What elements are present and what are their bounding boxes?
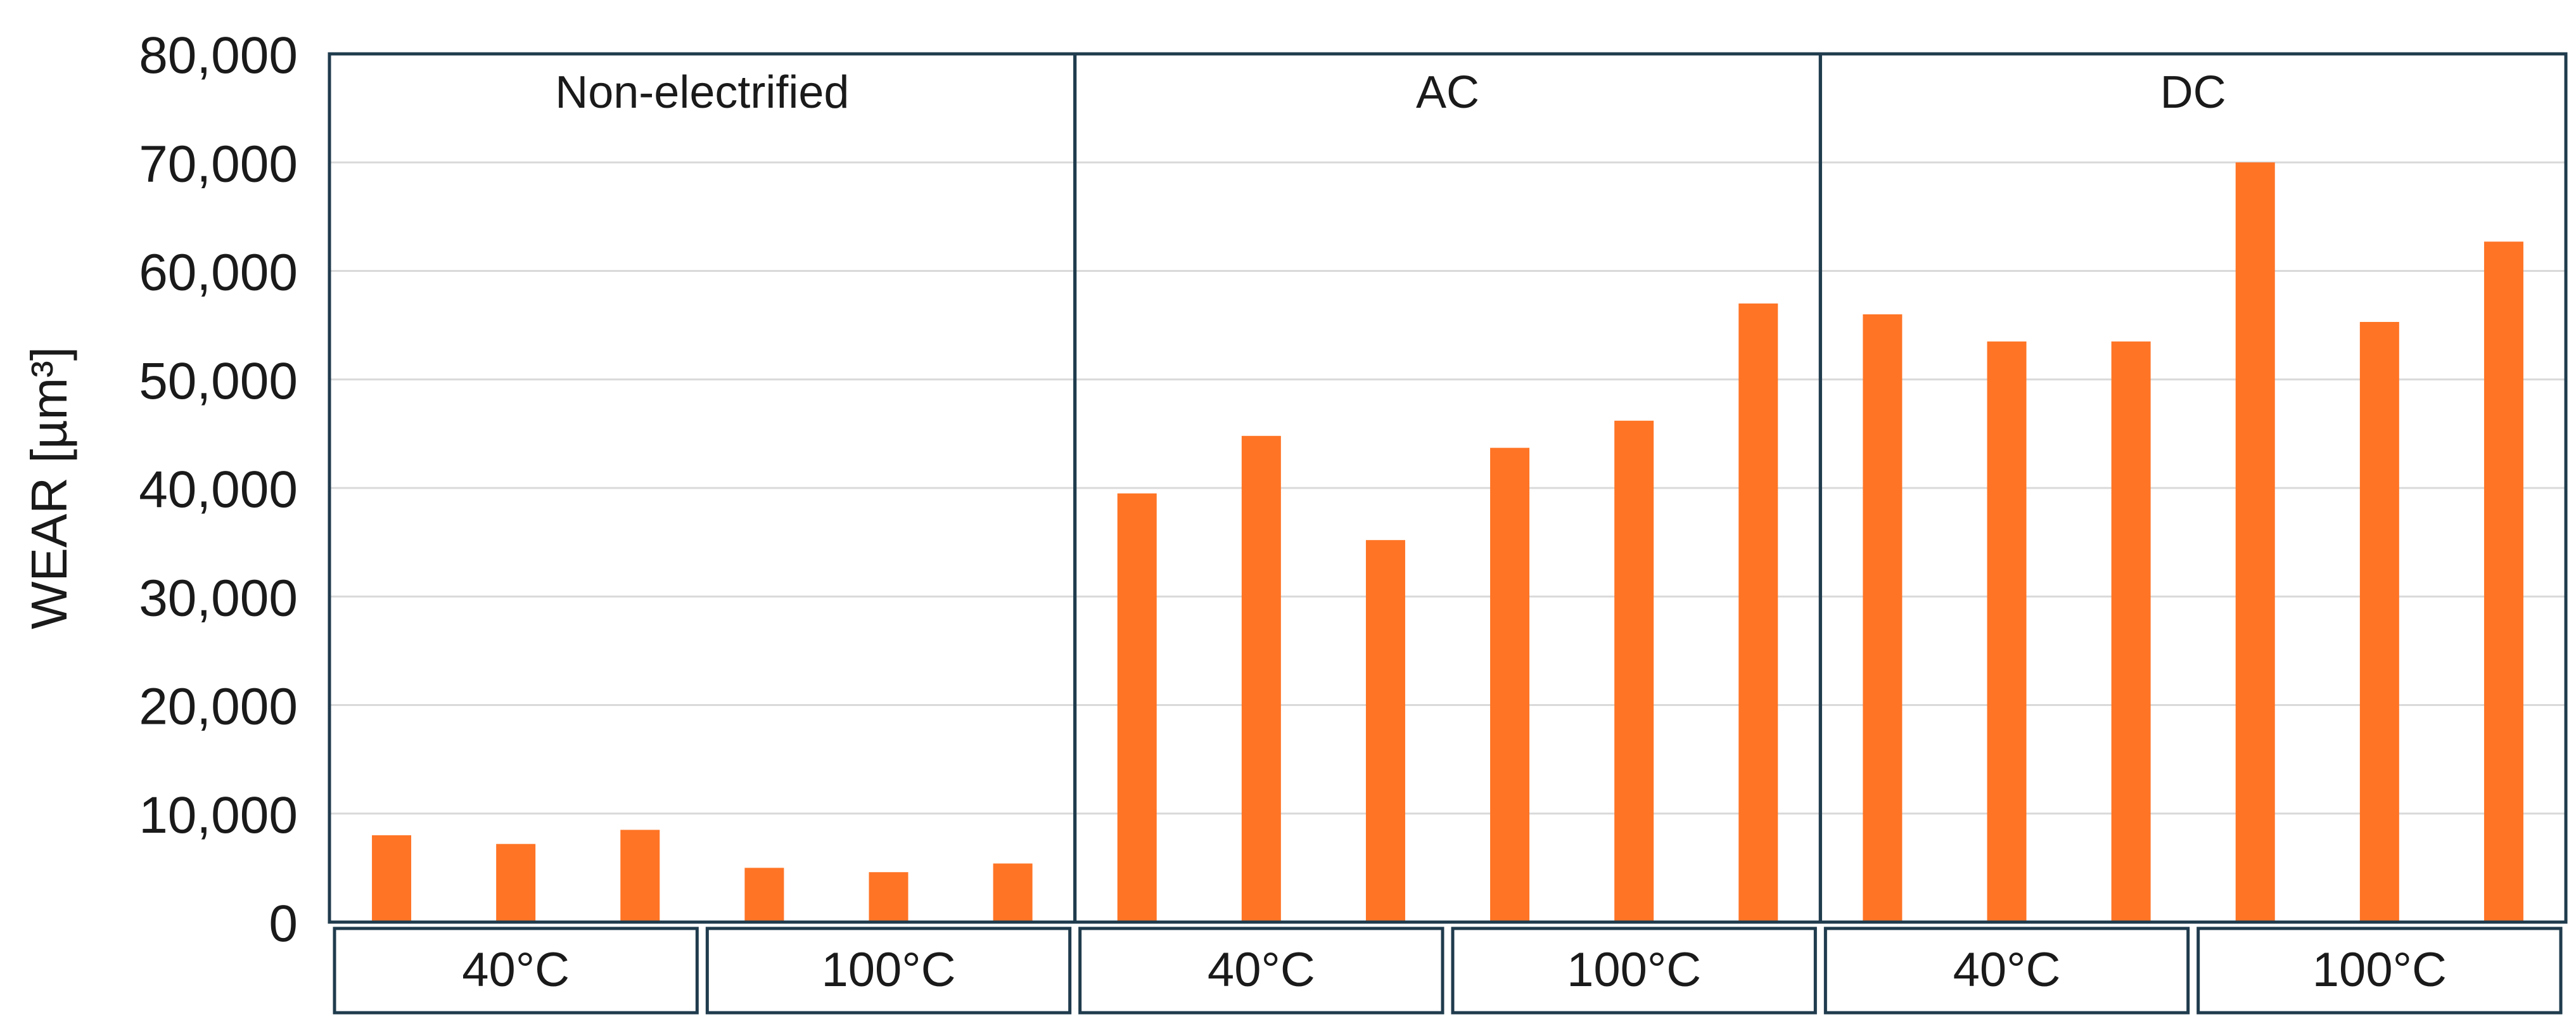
group-label: Non-electrified [555, 67, 849, 118]
bar [1241, 435, 1281, 922]
condition-label: 100°C [821, 943, 955, 997]
bar [1614, 420, 1654, 922]
bar [869, 872, 909, 922]
bar [744, 868, 784, 922]
bar [1863, 314, 1903, 922]
y-tick-label: 0 [269, 895, 298, 953]
bar [2111, 341, 2151, 922]
condition-label: 40°C [462, 943, 570, 997]
condition-box [333, 927, 699, 1015]
condition-box [1078, 927, 1444, 1015]
condition-box [1451, 927, 1817, 1015]
y-tick-label: 30,000 [139, 569, 298, 627]
condition-box [705, 927, 1072, 1015]
bar [1987, 341, 2027, 922]
bars [372, 162, 2523, 923]
condition-label: 40°C [1208, 943, 1315, 997]
bar [2235, 162, 2275, 922]
condition-box [1823, 927, 2190, 1015]
gridlines [329, 53, 2566, 923]
bar [2359, 321, 2399, 922]
bar [1738, 303, 1778, 922]
bar [993, 863, 1033, 922]
y-tick-label: 60,000 [139, 244, 298, 302]
condition-label: 100°C [2312, 943, 2447, 997]
condition-box [2197, 927, 2563, 1015]
bar [1365, 540, 1405, 922]
group-label: DC [2160, 67, 2226, 118]
y-tick-label: 10,000 [139, 786, 298, 844]
group-label: AC [1416, 67, 1479, 118]
y-tick-label: 40,000 [139, 461, 298, 518]
y-tick-label: 20,000 [139, 678, 298, 736]
panel-frames: Non-electrified AC DC [328, 52, 2568, 924]
panel-frame [1818, 52, 2568, 924]
bar [1490, 447, 1530, 922]
bar [372, 835, 412, 922]
x-axis-condition-boxes: 40°C 100°C 40°C 100°C 40°C 100°C [333, 927, 2563, 1015]
y-tick-label: 80,000 [139, 27, 298, 84]
condition-label: 40°C [1953, 943, 2061, 997]
y-tick-label: 70,000 [139, 135, 298, 193]
bar [1117, 493, 1157, 922]
y-axis-title: WEAR [µm³] [21, 347, 77, 629]
y-tick-label: 50,000 [139, 352, 298, 410]
bar [496, 844, 536, 922]
y-axis: WEAR [µm³] 0 10,000 20,000 30,000 40,000 50,0… [21, 27, 298, 953]
condition-label: 100°C [1567, 943, 1701, 997]
bar [620, 830, 660, 922]
bar [2484, 241, 2523, 923]
